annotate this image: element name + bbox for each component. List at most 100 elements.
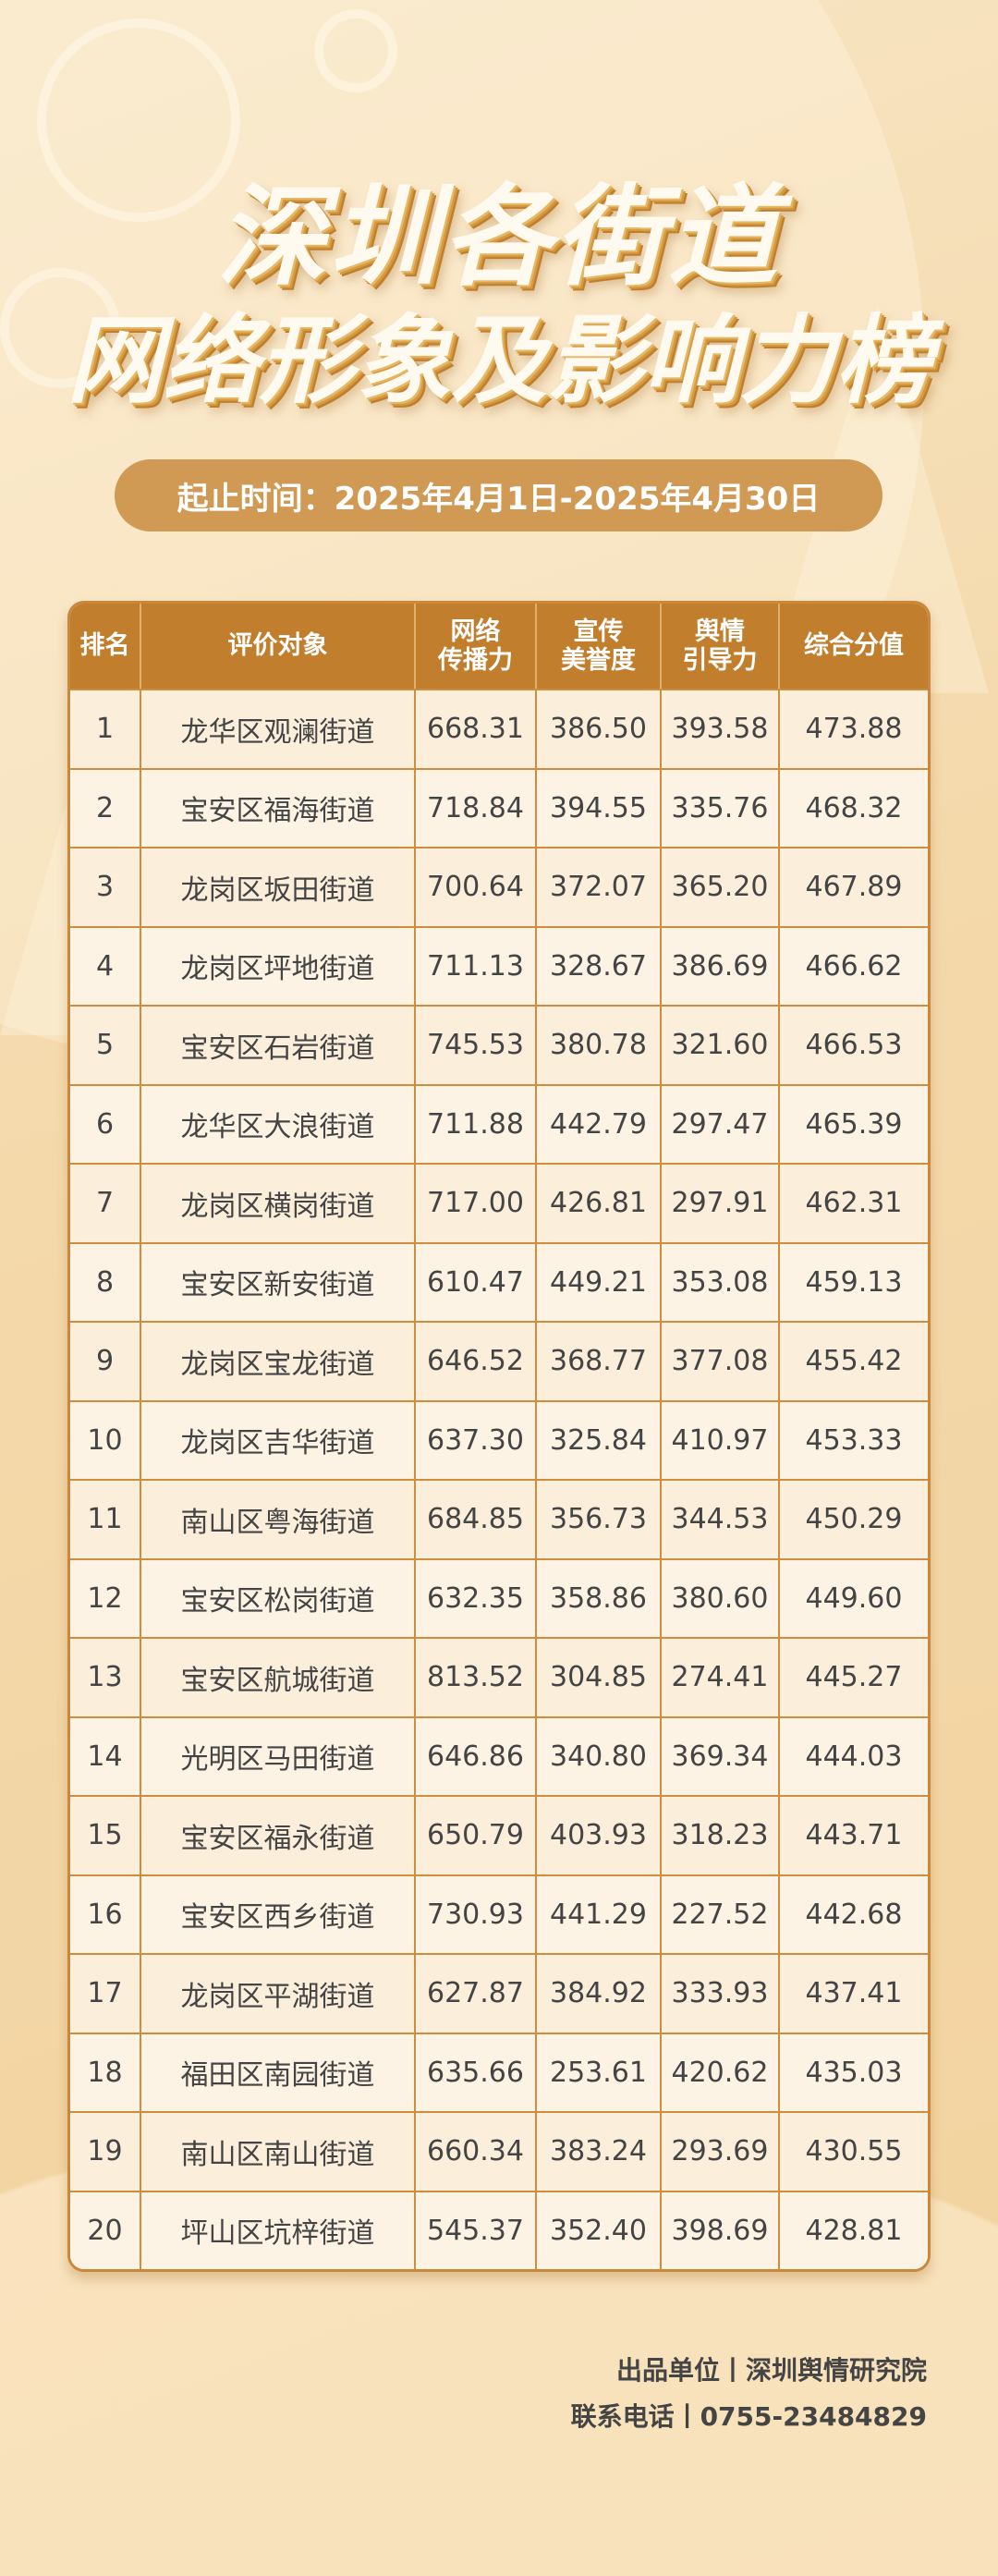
cell-guidance: 353.08 [660, 1243, 778, 1321]
cell-target: 南山区南山街道 [140, 2113, 414, 2191]
cell-total: 445.27 [778, 1639, 928, 1716]
share-icon [0, 268, 120, 388]
cell-rank: 19 [87, 2135, 123, 2168]
table-row: 17 龙岗区平湖街道 627.87 384.92 333.93 437.41 [70, 1953, 928, 2033]
table-row: 15 宝安区福永街道 650.79 403.93 318.23 443.71 [70, 1795, 928, 1874]
cell-spread: 717.00 [414, 1165, 535, 1242]
table-row: 3 龙岗区坂田街道 700.64 372.07 365.20 467.89 [70, 847, 928, 926]
cell-rank: 5 [95, 1029, 115, 1062]
table-row: 8 宝安区新安街道 610.47 449.21 353.08 459.13 [70, 1241, 928, 1321]
cell-spread: 660.34 [414, 2113, 535, 2191]
table-row: 12 宝安区松岗街道 632.35 358.86 380.60 449.60 [70, 1557, 928, 1637]
cell-total: 428.81 [778, 2191, 928, 2269]
cell-rank: 8 [70, 1243, 140, 1321]
cell-target: 南山区粤海街道 [140, 1481, 414, 1558]
cell-total: 473.88 [778, 690, 928, 768]
cell-rank: 17 [87, 1977, 123, 2010]
cell-reputation: 340.80 [535, 1717, 660, 1795]
cell-target: 龙华区大浪街道 [140, 1085, 414, 1163]
cell-guidance: 318.23 [660, 1797, 778, 1874]
cell-target: 龙岗区坂田街道 [140, 848, 414, 926]
cell-reputation: 380.78 [535, 1007, 660, 1084]
column-header-spread: 网络 传播力 [414, 604, 535, 689]
cell-guidance: 274.41 [660, 1639, 778, 1716]
cell-target: 龙岗区横岗街道 [140, 1165, 414, 1242]
cell-rank: 4 [70, 927, 140, 1005]
cell-target: 宝安区航城街道 [140, 1639, 414, 1716]
cell-spread: 745.53 [414, 1007, 535, 1084]
cell-total: 466.53 [778, 1007, 928, 1084]
cell-target: 龙岗区宝龙街道 [140, 1323, 414, 1400]
cell-guidance: 297.91 [660, 1165, 778, 1242]
cell-target: 宝安区松岗街道 [140, 1559, 414, 1637]
cell-spread: 627.87 [414, 1955, 535, 2033]
table-row: 16 宝安区西乡街道 730.93 441.29 227.52 442.68 [70, 1874, 928, 1953]
cell-reputation: 449.21 [535, 1243, 660, 1321]
cell-rank: 3 [95, 871, 115, 904]
cell-spread: 646.86 [414, 1717, 535, 1795]
cell-rank: 13 [87, 1661, 123, 1694]
table-row: 14 光明区马田街道 646.86 340.80 369.34 444.03 [70, 1715, 928, 1795]
cell-reputation: 328.67 [535, 927, 660, 1005]
cell-reputation: 384.92 [535, 1955, 660, 2033]
ranking-table: 排名 评价对象 网络 传播力 宣传 美誉度 舆情 引导力 综合分值 1 龙华区观澜街道 668… [67, 601, 931, 2272]
cell-reputation: 386.50 [535, 690, 660, 768]
cell-rank: 12 [70, 1559, 140, 1637]
cell-reputation: 325.84 [535, 1401, 660, 1479]
cell-reputation: 356.73 [535, 1481, 660, 1558]
table-header: 排名 评价对象 网络 传播力 宣传 美誉度 舆情 引导力 综合分值 [70, 604, 928, 689]
cell-guidance: 393.58 [660, 690, 778, 768]
cell-guidance: 297.47 [660, 1085, 778, 1163]
cell-target: 坪山区坑梓街道 [140, 2191, 414, 2269]
cell-target: 龙岗区平湖街道 [140, 1955, 414, 2033]
cell-total: 459.13 [778, 1243, 928, 1321]
cell-reputation: 442.79 [535, 1085, 660, 1163]
cell-guidance: 333.93 [660, 1955, 778, 2033]
cell-spread: 545.37 [414, 2191, 535, 2269]
cell-spread: 650.79 [414, 1797, 535, 1874]
cell-spread: 637.30 [414, 1401, 535, 1479]
table-row: 20 坪山区坑梓街道 545.37 352.40 398.69 428.81 [70, 2190, 928, 2269]
cell-rank: 6 [70, 1085, 140, 1163]
cell-total: 449.60 [778, 1559, 928, 1637]
cell-rank: 2 [70, 769, 140, 847]
period-badge: 起止时间：2025年4月1日-2025年4月30日 [115, 459, 882, 531]
cell-total: 437.41 [778, 1955, 928, 2033]
table-row: 1 龙华区观澜街道 668.31 386.50 393.58 473.88 [70, 689, 928, 768]
cell-rank: 14 [70, 1717, 140, 1795]
cell-total: 462.31 [778, 1165, 928, 1242]
cell-reputation: 403.93 [535, 1797, 660, 1874]
cell-total: 435.03 [778, 2033, 928, 2111]
cell-guidance: 365.20 [660, 848, 778, 926]
cell-reputation: 372.07 [535, 848, 660, 926]
cell-spread: 635.66 [414, 2033, 535, 2111]
cloud-icon [314, 9, 397, 92]
cell-guidance: 398.69 [660, 2191, 778, 2269]
table-row: 13 宝安区航城街道 813.52 304.85 274.41 445.27 [70, 1637, 928, 1716]
cell-guidance: 380.60 [660, 1559, 778, 1637]
cell-reputation: 441.29 [535, 1875, 660, 1953]
table-row: 11 南山区粤海街道 684.85 356.73 344.53 450.29 [70, 1479, 928, 1558]
cell-rank: 16 [70, 1875, 140, 1953]
cell-spread: 730.93 [414, 1875, 535, 1953]
cell-rank: 1 [95, 713, 115, 746]
cell-target: 宝安区西乡街道 [140, 1875, 414, 1953]
column-header-total: 综合分值 [778, 604, 928, 689]
cell-reputation: 394.55 [535, 769, 660, 847]
table-row: 19 南山区南山街道 660.34 383.24 293.69 430.55 [70, 2111, 928, 2191]
table-row: 18 福田区南园街道 635.66 253.61 420.62 435.03 [70, 2032, 928, 2111]
wifi-icon [37, 18, 240, 222]
cell-guidance: 293.69 [660, 2113, 778, 2191]
cell-total: 453.33 [778, 1401, 928, 1479]
cell-guidance: 377.08 [660, 1323, 778, 1400]
cell-spread: 711.13 [414, 927, 535, 1005]
cell-guidance: 335.76 [660, 769, 778, 847]
cell-rank: 15 [87, 1819, 123, 1852]
cell-rank: 18 [70, 2033, 140, 2111]
table-row: 4 龙岗区坪地街道 711.13 328.67 386.69 466.62 [70, 925, 928, 1005]
column-header-rank: 排名 [79, 631, 130, 661]
cell-spread: 711.88 [414, 1085, 535, 1163]
cell-total: 465.39 [778, 1085, 928, 1163]
cell-spread: 668.31 [414, 690, 535, 768]
cell-spread: 684.85 [414, 1481, 535, 1558]
